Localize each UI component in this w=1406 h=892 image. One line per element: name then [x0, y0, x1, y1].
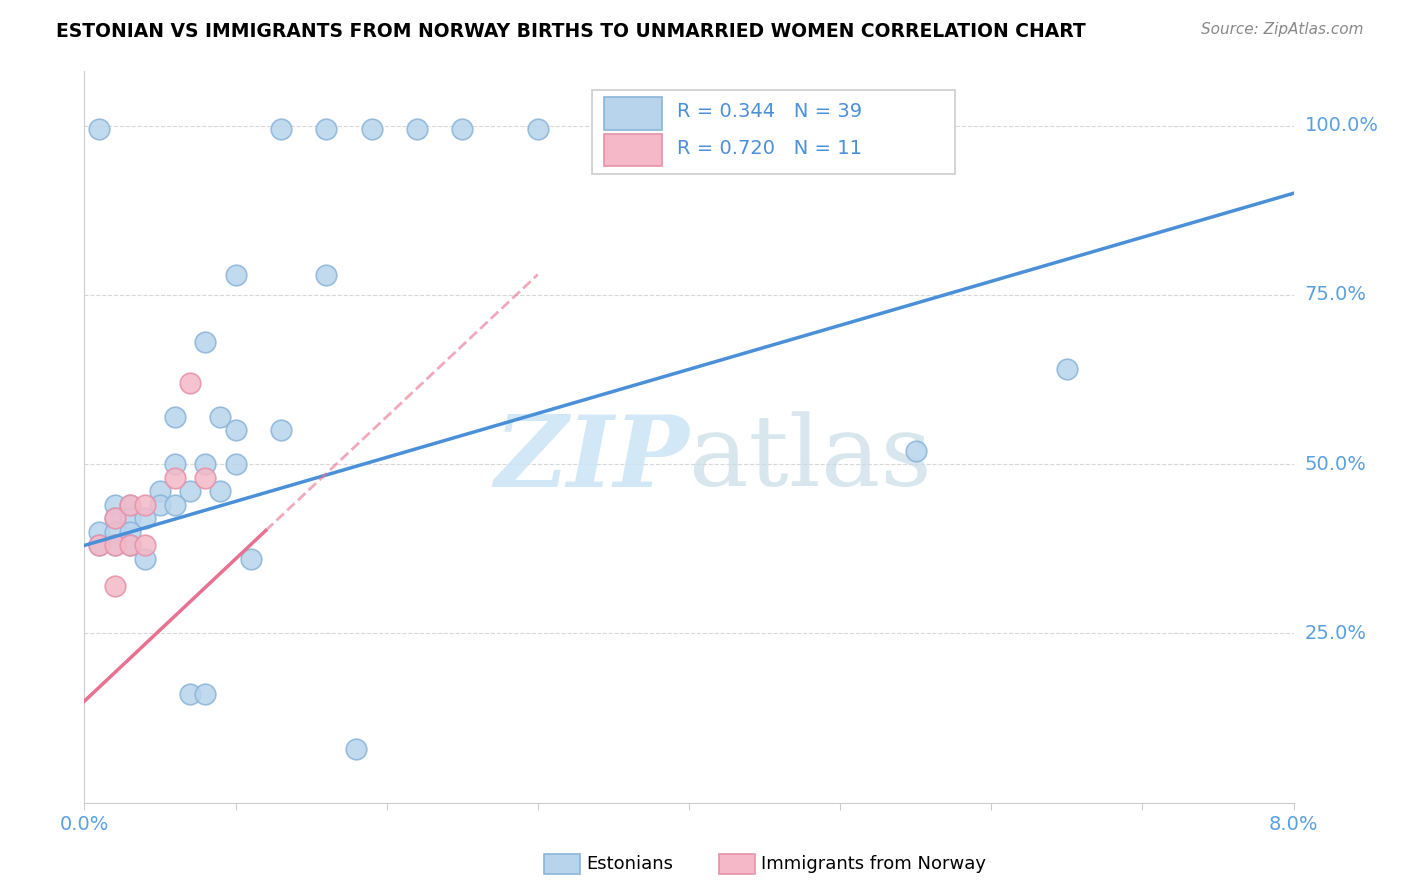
Text: Immigrants from Norway: Immigrants from Norway	[762, 855, 987, 873]
Point	[406, 122, 429, 136]
Point	[315, 122, 337, 136]
Point	[270, 423, 292, 437]
Text: ESTONIAN VS IMMIGRANTS FROM NORWAY BIRTHS TO UNMARRIED WOMEN CORRELATION CHART: ESTONIAN VS IMMIGRANTS FROM NORWAY BIRTH…	[56, 22, 1085, 41]
Point	[118, 498, 141, 512]
Text: Source: ZipAtlas.com: Source: ZipAtlas.com	[1201, 22, 1364, 37]
Point	[165, 409, 187, 424]
Point	[134, 552, 156, 566]
Point	[104, 538, 127, 552]
Point	[451, 122, 474, 136]
Text: 75.0%: 75.0%	[1305, 285, 1367, 304]
Point	[134, 498, 156, 512]
FancyBboxPatch shape	[592, 90, 955, 174]
FancyBboxPatch shape	[605, 134, 662, 167]
Point	[104, 511, 127, 525]
Text: R = 0.344   N = 39: R = 0.344 N = 39	[676, 102, 862, 121]
Point	[104, 511, 127, 525]
Point	[89, 524, 111, 539]
Point	[360, 122, 382, 136]
Point	[225, 268, 247, 282]
Text: ZIP: ZIP	[494, 411, 689, 508]
FancyBboxPatch shape	[605, 97, 662, 130]
Point	[118, 498, 141, 512]
Point	[194, 335, 217, 350]
Point	[179, 688, 201, 702]
Point	[194, 471, 217, 485]
Point	[194, 688, 217, 702]
Point	[89, 122, 111, 136]
Point	[1056, 362, 1078, 376]
Point	[315, 268, 337, 282]
Point	[194, 457, 217, 471]
Point	[104, 538, 127, 552]
Text: 25.0%: 25.0%	[1305, 624, 1367, 643]
Point	[165, 498, 187, 512]
Point	[118, 538, 141, 552]
Point	[225, 457, 247, 471]
Point	[165, 471, 187, 485]
Point	[209, 484, 232, 499]
Point	[104, 579, 127, 593]
FancyBboxPatch shape	[544, 854, 581, 874]
Point	[270, 122, 292, 136]
Point	[179, 376, 201, 390]
Point	[165, 457, 187, 471]
Point	[209, 409, 232, 424]
Text: atlas: atlas	[689, 411, 932, 507]
Point	[118, 511, 141, 525]
Point	[134, 538, 156, 552]
Point	[904, 443, 927, 458]
Point	[118, 524, 141, 539]
Point	[239, 552, 262, 566]
Point	[89, 538, 111, 552]
FancyBboxPatch shape	[720, 854, 755, 874]
Point	[104, 524, 127, 539]
Point	[118, 538, 141, 552]
Text: R = 0.720   N = 11: R = 0.720 N = 11	[676, 138, 862, 158]
Text: 100.0%: 100.0%	[1305, 116, 1379, 135]
Point	[179, 484, 201, 499]
Point	[225, 423, 247, 437]
Text: Estonians: Estonians	[586, 855, 673, 873]
Point	[149, 484, 172, 499]
Point	[134, 511, 156, 525]
Point	[149, 498, 172, 512]
Text: 50.0%: 50.0%	[1305, 455, 1367, 474]
Point	[346, 741, 368, 756]
Point	[89, 538, 111, 552]
Point	[527, 122, 550, 136]
Point	[104, 498, 127, 512]
